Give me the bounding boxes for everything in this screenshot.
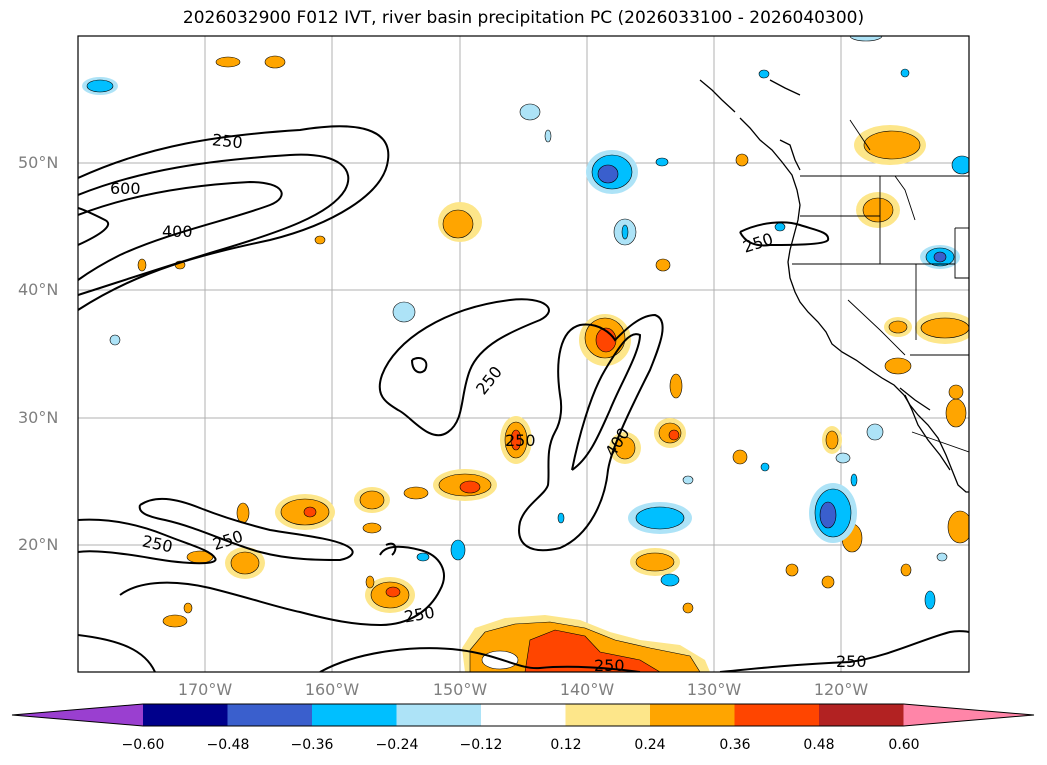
colorbar-segment: [481, 704, 566, 726]
colorbar-segment: [12, 704, 143, 726]
contour-label: 600: [110, 179, 141, 198]
lon-label: 160°W: [304, 680, 360, 699]
lat-label: 40°N: [18, 280, 59, 299]
colorbar-segment: [143, 704, 228, 726]
lon-label: 130°W: [686, 680, 742, 699]
colorbar-segment: [650, 704, 735, 726]
coastline: [699, 79, 969, 493]
lon-label: 170°W: [177, 680, 233, 699]
lat-label: 50°N: [18, 153, 59, 172]
colorbar-outline: [11, 703, 1035, 727]
lon-label: 120°W: [813, 680, 869, 699]
colorbar-tick-label: 0.12: [550, 737, 582, 753]
contour-label: 250: [594, 656, 625, 675]
colorbar-segment: [734, 704, 820, 726]
lat-label: 30°N: [18, 408, 59, 427]
contour-label: 250: [211, 130, 243, 152]
lon-label: 140°W: [559, 680, 615, 699]
colorbar-segment: [227, 704, 313, 726]
colorbar-tick-label: −0.36: [290, 737, 334, 753]
map-title: 2026032900 F012 IVT, river basin precipi…: [182, 8, 865, 28]
colorbar-segment: [565, 704, 651, 726]
contour-label: 250: [505, 431, 536, 450]
colorbar-segment: [903, 704, 1034, 726]
lat-label: 20°N: [18, 535, 59, 554]
contour-label: 400: [162, 222, 193, 241]
colorbar-tick-label: 0.60: [888, 737, 920, 753]
colorbar-tick-label: −0.60: [121, 737, 165, 753]
colorbar: [11, 703, 1035, 727]
precipitation-pc-shading: [82, 36, 969, 672]
colorbar-segment: [396, 704, 482, 726]
colorbar-tick-label: 0.48: [803, 737, 835, 753]
lon-label: 150°W: [432, 680, 488, 699]
map-plot-area: [78, 36, 969, 672]
colorbar-segment: [312, 704, 397, 726]
ivt-contours: [78, 125, 969, 672]
colorbar-segment: [819, 704, 904, 726]
borders: [792, 119, 969, 453]
colorbar-tick-label: −0.24: [375, 737, 419, 753]
map-frame: [77, 35, 970, 673]
contour-label: 250: [836, 652, 867, 671]
colorbar-tick-label: −0.48: [206, 737, 250, 753]
colorbar-tick-label: 0.24: [634, 737, 666, 753]
colorbar-tick-label: 0.36: [719, 737, 751, 753]
colorbar-tick-label: −0.12: [459, 737, 503, 753]
